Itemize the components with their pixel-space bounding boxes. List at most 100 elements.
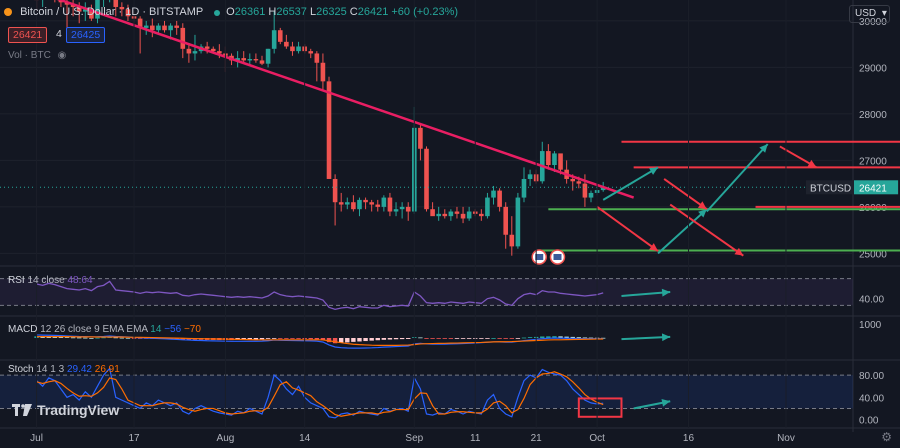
stoch-axis-label: 0.00	[859, 416, 879, 427]
gear-icon[interactable]: ⚙	[881, 430, 892, 444]
macd-histogram-bar	[491, 338, 496, 339]
rsi-name: RSI	[8, 275, 25, 286]
candle-body	[509, 234, 515, 247]
macd-histogram-bar	[241, 338, 246, 340]
time-tick-label: 16	[683, 433, 695, 444]
macd-name: MACD	[8, 324, 38, 335]
macd-histogram-bar	[101, 337, 106, 339]
candle-body	[83, 9, 88, 12]
price-tick-label: 28000	[859, 110, 887, 121]
arrow-head	[759, 144, 768, 153]
volume-label-text: Vol · BTC	[8, 50, 51, 61]
macd-histogram-bar	[351, 338, 356, 342]
macd-histogram-bar	[125, 337, 131, 339]
forecast-arrow-down	[779, 145, 817, 169]
event-flag-canton	[553, 254, 562, 260]
candle-body	[168, 25, 173, 31]
macd-histogram-bar	[406, 338, 411, 339]
macd-histogram-bar	[442, 338, 447, 339]
macd-histogram-bar	[430, 338, 435, 339]
rsi-forecast-arrow	[621, 288, 671, 297]
arrow-head	[698, 209, 707, 218]
close-label: C	[349, 6, 358, 18]
candle-body	[241, 58, 247, 61]
macd-histogram-bar	[326, 338, 332, 343]
candle-body	[546, 151, 551, 166]
candle-body	[174, 25, 179, 28]
rsi-band	[0, 278, 853, 306]
candle-body	[460, 213, 466, 219]
macd-histogram-bar	[448, 338, 454, 339]
time-tick-label: Oct	[589, 433, 605, 444]
symbol-header: Bitcoin / U.S. Dollar · 1D · BITSTAMP O 2…	[4, 6, 458, 18]
macd-histogram-bar	[588, 337, 594, 339]
macd-histogram-bar	[479, 338, 484, 339]
arrow-head	[807, 159, 817, 168]
stoch-forecast-arrow	[633, 398, 671, 410]
symbol-title[interactable]: Bitcoin / U.S. Dollar · 1D · BITSTAMP	[20, 6, 204, 18]
macd-histogram-bar	[485, 338, 490, 339]
price-tick-label: 29000	[859, 63, 887, 74]
macd-histogram-bar	[521, 337, 527, 339]
candle-body	[466, 211, 472, 219]
stoch-axis-label: 80.00	[859, 371, 884, 382]
candle-body	[430, 209, 435, 217]
arrow-shaft	[706, 143, 769, 213]
macd-histogram-bar	[247, 338, 253, 340]
change-value: +60 (+0.23%)	[391, 6, 459, 18]
macd-histogram-bar	[436, 338, 441, 339]
macd-signal-value: −70	[183, 324, 201, 335]
candle-body	[314, 53, 320, 63]
candle-body	[210, 48, 216, 52]
price-tag-value-bg	[854, 180, 898, 195]
macd-signal-line	[36, 336, 604, 346]
currency-label: USD	[855, 8, 877, 19]
candle-body	[344, 202, 350, 205]
candle-body	[204, 46, 210, 49]
candle-body	[253, 59, 259, 61]
macd-histogram-bar	[320, 338, 326, 341]
macd-histogram-bar	[278, 338, 283, 339]
open-label: O	[226, 6, 235, 18]
sell-price-button[interactable]: 26421	[8, 27, 48, 43]
price-tick-label: 27000	[859, 156, 887, 167]
macd-histogram-bar	[393, 338, 399, 340]
candle-body	[454, 211, 460, 214]
candle-body	[89, 9, 94, 19]
macd-histogram-bar	[40, 336, 45, 338]
macd-histogram-bar	[58, 337, 64, 338]
rsi-line	[36, 280, 604, 311]
candle-body	[527, 174, 533, 179]
buy-price-button[interactable]: 26425	[66, 27, 106, 43]
candle-body	[357, 199, 362, 210]
time-tick-label: Aug	[217, 433, 235, 444]
close-value: 26421	[357, 6, 389, 18]
macd-histogram-bar	[460, 338, 466, 339]
event-flag-canton	[535, 254, 544, 260]
candle-body	[156, 25, 161, 31]
macd-histogram-bar	[271, 338, 277, 339]
symbol-logo-icon	[4, 8, 12, 16]
currency-button[interactable]: USD ▾	[849, 5, 890, 23]
macd-histogram-bar	[381, 338, 387, 340]
rsi-axis-label: 40.00	[859, 295, 884, 306]
tradingview-branding: TradingView	[12, 402, 119, 418]
chevron-down-icon: ▾	[881, 8, 887, 19]
candle-body	[247, 59, 253, 61]
eye-icon[interactable]: ◉	[57, 50, 67, 61]
stoch-params: 14 1 3	[36, 364, 65, 375]
macd-histogram-bar	[357, 338, 362, 342]
arrow-shaft	[602, 166, 659, 201]
forecast-arrow-up	[602, 166, 659, 201]
price-tick-label: 25000	[859, 249, 887, 260]
event-flag-icon	[549, 249, 566, 265]
macd-histogram-bar	[527, 337, 533, 338]
candle-body	[387, 197, 393, 212]
rsi-value: 48.64	[67, 275, 93, 286]
candle-body	[119, 6, 125, 10]
time-tick-label: 14	[299, 433, 311, 444]
time-tick-label: Sep	[405, 433, 423, 444]
candle-body	[271, 30, 277, 49]
candle-body	[436, 213, 441, 217]
macd-histogram-bar	[552, 336, 557, 338]
